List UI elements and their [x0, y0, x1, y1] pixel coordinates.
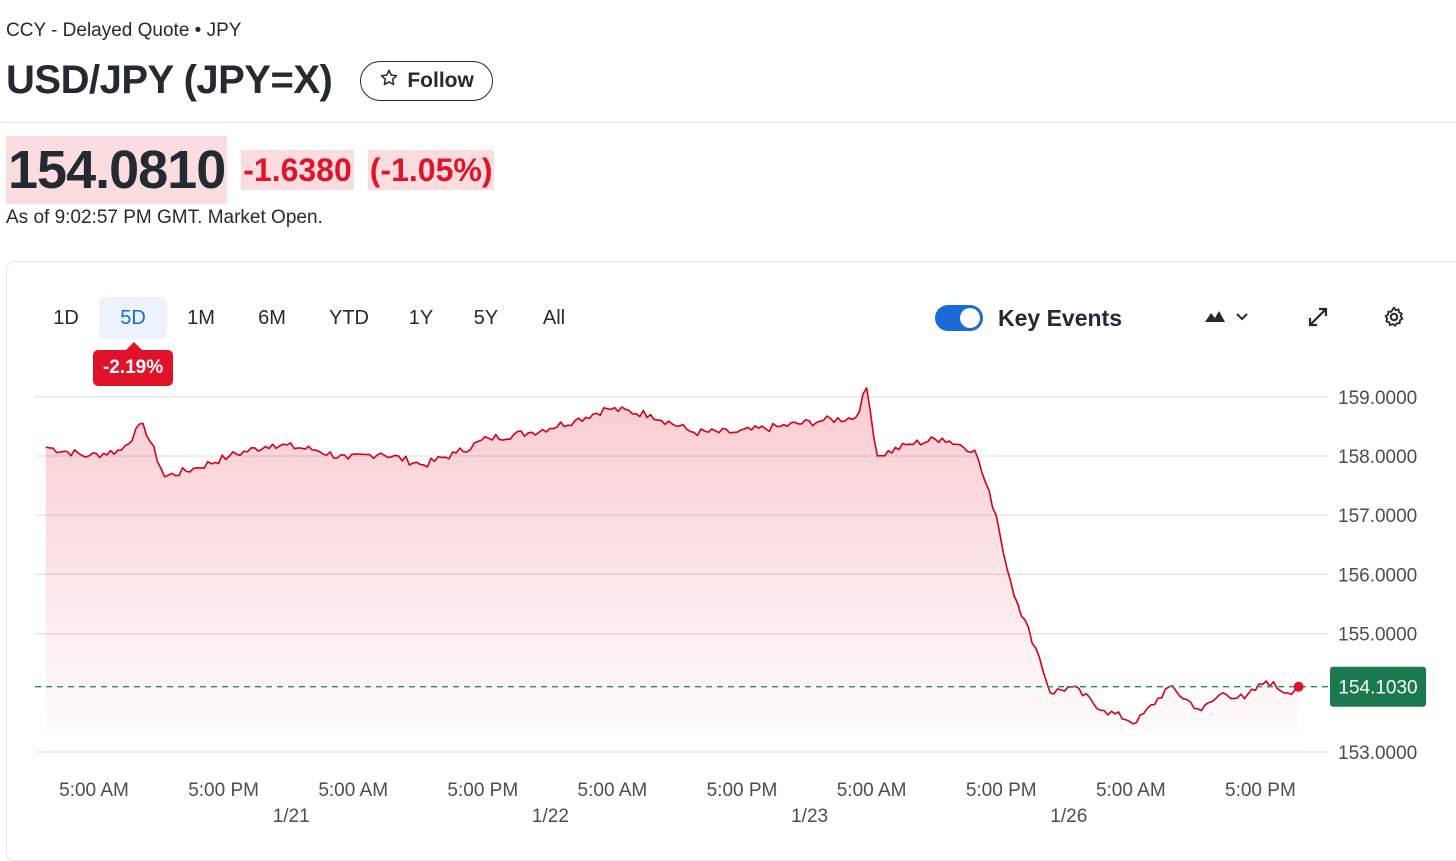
settings-button[interactable]	[1378, 303, 1410, 335]
x-time-label: 5:00 AM	[1096, 780, 1166, 801]
x-time-label: 5:00 AM	[59, 780, 129, 801]
current-price-tag	[1330, 666, 1426, 707]
price-change: -1.6380	[241, 150, 354, 190]
y-tick-label: 153.0000	[1338, 743, 1417, 764]
x-time-label: 5:00 PM	[966, 780, 1037, 801]
tab-5y[interactable]: 5Y	[473, 306, 499, 329]
toggle-knob	[960, 308, 980, 328]
star-icon	[379, 68, 399, 94]
x-date-label: 1/23	[791, 806, 828, 827]
y-tick-label: 158.0000	[1338, 447, 1417, 468]
x-time-label: 5:00 PM	[188, 780, 259, 801]
range-change-badge-arrow	[126, 342, 142, 350]
range-change-badge: -2.19%	[93, 350, 173, 386]
y-tick-label: 155.0000	[1338, 625, 1417, 646]
price-row: 154.0810 -1.6380 (-1.05%)	[6, 136, 495, 204]
y-tick-label: 159.0000	[1338, 388, 1417, 409]
x-time-label: 5:00 PM	[447, 780, 518, 801]
price-change-percent: (-1.05%)	[367, 150, 495, 190]
key-events-label: Key Events	[998, 305, 1123, 331]
price-chart: 5:00 AM 5:00 PM 5:00 AM 5:00 PM 5:00 AM 5:00 …	[35, 387, 1426, 827]
y-tick-label: 157.0000	[1338, 506, 1417, 527]
page-title: USD/JPY (JPY=X)	[6, 58, 333, 102]
market-status-text: As of 9:02:57 PM GMT. Market Open.	[6, 207, 323, 228]
chevron-down-icon	[1235, 309, 1249, 327]
x-time-label: 5:00 PM	[1225, 780, 1296, 801]
tab-all[interactable]: All	[542, 306, 566, 329]
title-row: USD/JPY (JPY=X) Follow	[6, 58, 493, 103]
current-price-dot	[1293, 681, 1304, 692]
header-divider	[0, 122, 1456, 123]
price-line	[45, 387, 1300, 725]
current-price-tag-label: 154.1030	[1338, 678, 1417, 699]
key-events-toggle[interactable]	[935, 305, 983, 331]
x-date-label: 1/21	[273, 806, 310, 827]
gear-icon	[1382, 305, 1406, 334]
tab-ytd[interactable]: YTD	[329, 306, 369, 329]
follow-label: Follow	[407, 68, 474, 92]
x-time-label: 5:00 AM	[578, 780, 648, 801]
x-time-label: 5:00 AM	[318, 780, 388, 801]
quote-source-subtitle: CCY - Delayed Quote • JPY	[6, 20, 242, 41]
tab-1d[interactable]: 1D	[53, 306, 79, 329]
x-date-label: 1/26	[1050, 806, 1087, 827]
x-date-label: 1/22	[532, 806, 569, 827]
mountain-chart-icon	[1203, 306, 1227, 331]
current-price: 154.0810	[6, 136, 228, 204]
expand-button[interactable]	[1302, 303, 1334, 335]
tab-5d[interactable]: 5D	[99, 297, 167, 339]
chart-type-selector[interactable]	[1198, 302, 1254, 334]
expand-icon	[1307, 306, 1329, 333]
price-area-fill	[45, 387, 1299, 752]
y-tick-label: 156.0000	[1338, 565, 1417, 586]
follow-button[interactable]: Follow	[360, 60, 493, 101]
x-time-label: 5:00 PM	[707, 780, 778, 801]
tab-6m[interactable]: 6M	[258, 306, 286, 329]
tab-1y[interactable]: 1Y	[408, 306, 434, 329]
tab-1m[interactable]: 1M	[187, 306, 215, 329]
x-time-label: 5:00 AM	[837, 780, 907, 801]
